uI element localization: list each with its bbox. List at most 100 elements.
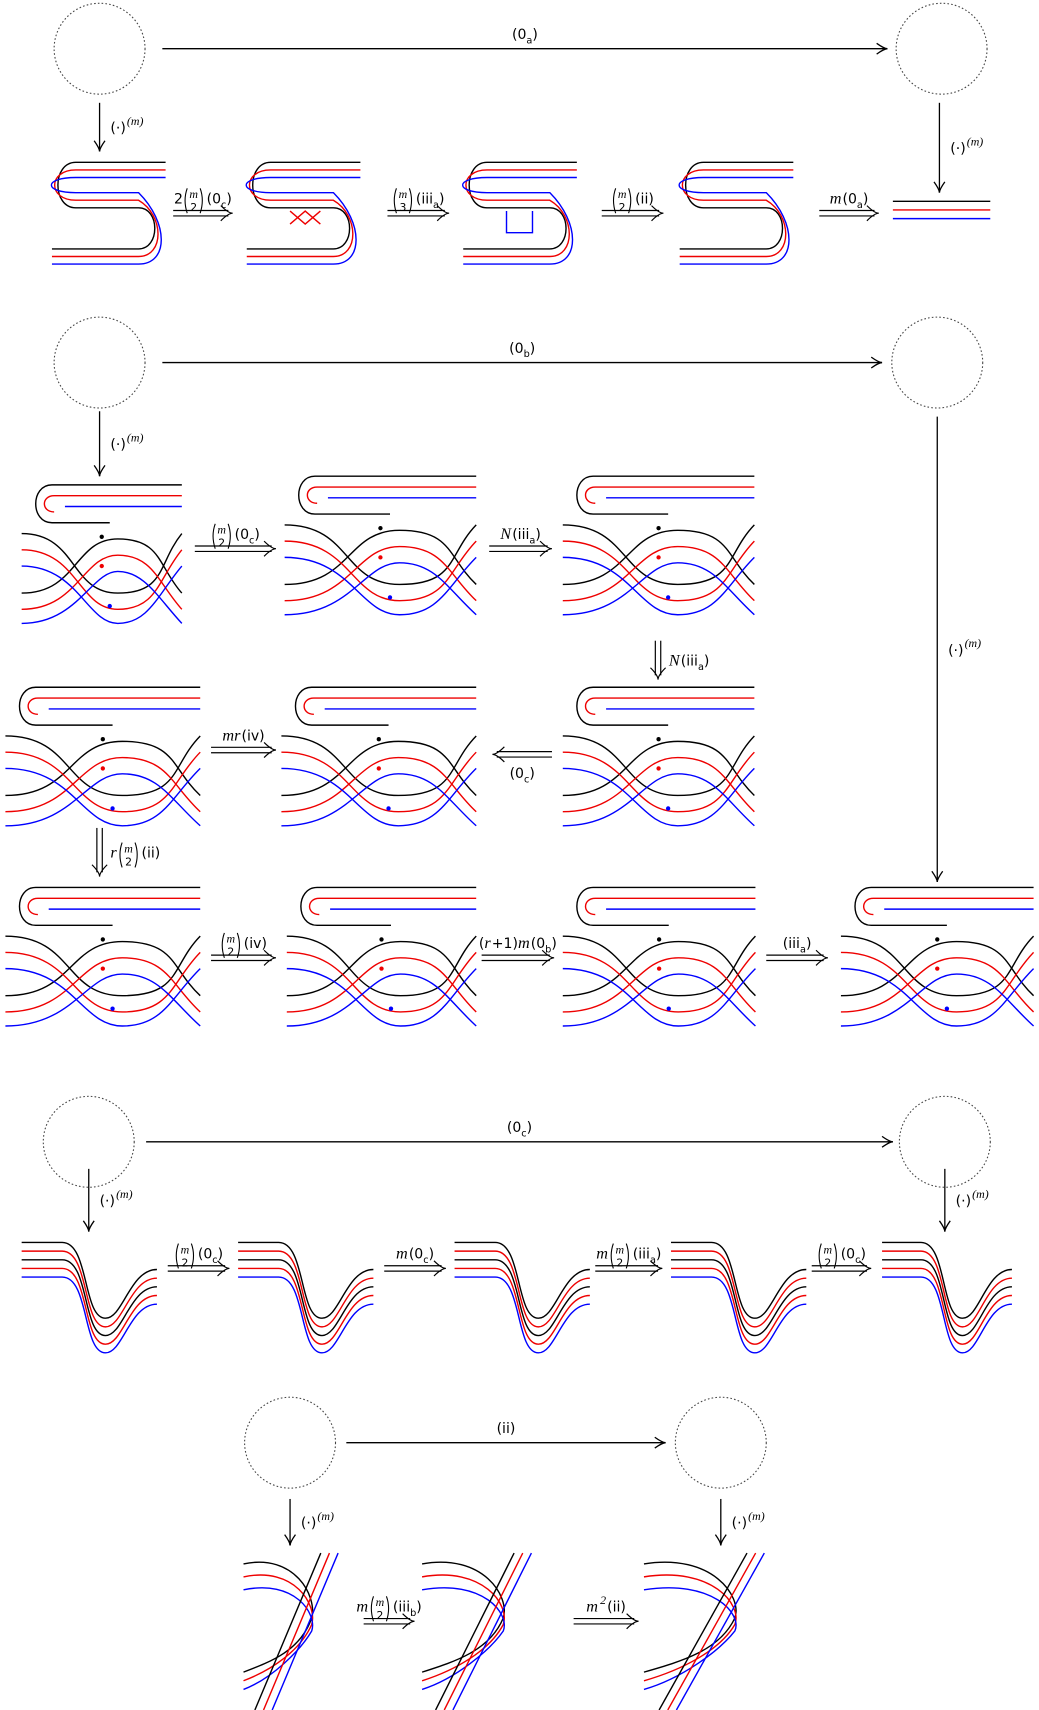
label-text: b bbox=[410, 1608, 416, 1619]
strand bbox=[284, 529, 477, 586]
strand bbox=[281, 773, 477, 827]
arrow-label: (·) (m) bbox=[956, 1187, 989, 1210]
strand bbox=[562, 545, 755, 602]
vertex bbox=[110, 1006, 115, 1011]
label-text: (·) bbox=[110, 437, 125, 453]
strand bbox=[21, 1250, 157, 1328]
strand bbox=[671, 1276, 807, 1354]
disk bbox=[891, 316, 984, 409]
strand bbox=[454, 1259, 590, 1337]
strand bbox=[284, 556, 477, 616]
arrow-label: (0 c) bbox=[507, 1120, 532, 1139]
strand bbox=[937, 319, 964, 362]
strand bbox=[562, 751, 755, 813]
vertex bbox=[656, 525, 661, 531]
strand bbox=[258, 1410, 309, 1473]
label-text: (·) bbox=[301, 1516, 316, 1532]
vertex bbox=[656, 555, 661, 560]
arrow-head bbox=[866, 205, 879, 222]
disk-content bbox=[51, 314, 148, 408]
strand bbox=[57, 338, 141, 387]
arrow-head bbox=[433, 1260, 446, 1277]
label-text: (iii bbox=[633, 1247, 650, 1263]
vertex bbox=[387, 595, 393, 600]
label-text: m bbox=[399, 187, 408, 201]
strand bbox=[840, 951, 1035, 1013]
arrow-label: mr (iv) bbox=[222, 726, 264, 744]
strand bbox=[643, 1587, 737, 1691]
strand bbox=[454, 1250, 590, 1328]
strand bbox=[562, 529, 755, 586]
label-text: a bbox=[433, 200, 439, 211]
binom-paren bbox=[370, 1596, 375, 1622]
arrow-head bbox=[263, 742, 277, 759]
strand bbox=[300, 886, 477, 927]
strand bbox=[238, 1259, 374, 1337]
strand bbox=[562, 940, 756, 997]
label-text: (ii) bbox=[607, 1600, 626, 1616]
strand bbox=[40, 1133, 137, 1153]
arrow-head bbox=[815, 949, 829, 966]
binom-paren bbox=[190, 1243, 195, 1269]
arrow-label: m2 (iv) bbox=[221, 932, 267, 959]
arrow-label: N (iii a) bbox=[668, 652, 710, 673]
arrow-label: m3 (iii a) bbox=[393, 187, 445, 214]
strand bbox=[51, 1115, 84, 1180]
strand bbox=[421, 1574, 505, 1682]
arrow-label: (·) (m) bbox=[948, 636, 981, 659]
strand bbox=[51, 176, 166, 265]
label-text: +1) bbox=[492, 936, 518, 952]
label-text: a bbox=[800, 944, 806, 955]
strand bbox=[921, 317, 954, 409]
strand bbox=[303, 697, 477, 716]
label-text: ) bbox=[527, 1120, 532, 1136]
binom-paren bbox=[625, 1243, 629, 1269]
strand bbox=[5, 967, 201, 1027]
label-text: 2 bbox=[190, 201, 197, 214]
label-text: m bbox=[586, 1598, 598, 1616]
arrow-head bbox=[436, 205, 450, 222]
label-text: c bbox=[423, 1255, 428, 1266]
arrow-label: (r +1) m (0 b) bbox=[479, 934, 557, 955]
label-text: ) bbox=[416, 1600, 421, 1616]
label-text: m bbox=[616, 1242, 625, 1256]
label-text: (·) bbox=[956, 1194, 971, 1210]
label-text: 2 bbox=[181, 1256, 188, 1269]
strand bbox=[562, 935, 756, 997]
arrow-head bbox=[881, 1135, 893, 1148]
strand bbox=[284, 562, 477, 616]
strand bbox=[939, 1142, 993, 1158]
strand bbox=[21, 1267, 157, 1345]
label-text: (m) bbox=[965, 636, 982, 650]
strand bbox=[505, 211, 534, 234]
label-text: r bbox=[110, 844, 117, 862]
label-text: mr bbox=[222, 726, 241, 744]
label-text: (0 bbox=[509, 341, 523, 357]
label-text: a bbox=[650, 1255, 656, 1266]
label-text: ) bbox=[535, 527, 540, 543]
strand bbox=[246, 161, 361, 250]
strand bbox=[434, 1552, 515, 1710]
vertex bbox=[97, 360, 102, 365]
strand bbox=[576, 475, 755, 515]
label-text: c bbox=[212, 1255, 217, 1266]
strand bbox=[286, 935, 477, 997]
label-text: (iv) bbox=[241, 728, 264, 744]
label-text: m bbox=[830, 189, 842, 207]
strand bbox=[35, 484, 182, 524]
arrow-head bbox=[650, 1260, 663, 1277]
arrow-label: r m2 (ii) bbox=[110, 841, 160, 868]
vertex bbox=[99, 563, 104, 569]
label-text: (0 bbox=[510, 766, 524, 782]
label-text: a bbox=[698, 662, 704, 673]
arrow-head bbox=[933, 181, 946, 193]
strand bbox=[286, 940, 477, 997]
label-text: (m) bbox=[972, 1187, 989, 1201]
strand bbox=[281, 756, 477, 813]
vertex bbox=[100, 937, 105, 942]
vertex bbox=[100, 966, 105, 971]
arrow-head bbox=[626, 1613, 639, 1630]
strand bbox=[463, 169, 577, 258]
arrow-head bbox=[541, 949, 555, 966]
